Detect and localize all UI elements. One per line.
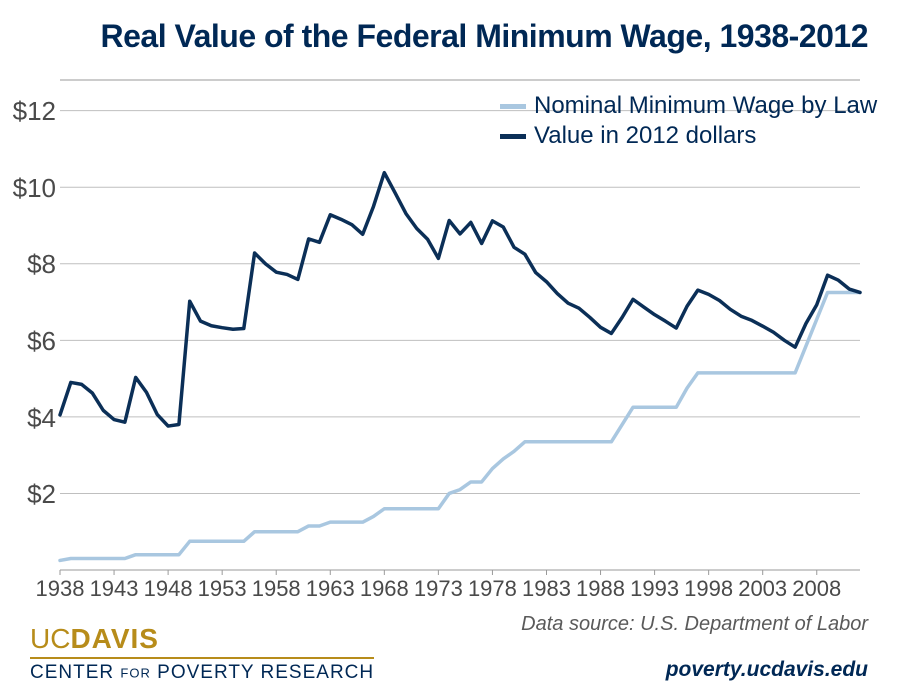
footer: UCDAVIS CENTER FOR POVERTY RESEARCH Data… [30,613,868,682]
logo-uc: UC [30,623,70,654]
chart-title: Real Value of the Federal Minimum Wage, … [0,18,868,55]
y-tick-label: $6 [6,326,56,357]
x-tick-label: 1968 [360,576,409,602]
x-tick-label: 1978 [468,576,517,602]
x-tick-label: 1938 [36,576,85,602]
chart-svg [60,80,860,570]
logo-davis: DAVIS [70,623,159,654]
y-tick-label: $12 [6,96,56,127]
x-tick-label: 1958 [252,576,301,602]
x-tick-label: 1953 [198,576,247,602]
x-axis-labels: 1938194319481953195819631968197319781983… [60,576,860,606]
x-tick-label: 2008 [792,576,841,602]
y-tick-label: $8 [6,249,56,280]
legend-item: Nominal Minimum Wage by Law [500,92,877,120]
logo-poverty-research: POVERTY RESEARCH [157,662,374,683]
legend-label: Value in 2012 dollars [534,122,756,150]
x-tick-label: 1998 [684,576,733,602]
y-tick-label: $4 [6,403,56,434]
x-tick-label: 1943 [90,576,139,602]
plot-area [60,80,860,570]
logo-for: FOR [120,665,150,680]
site-url: poverty.ucdavis.edu [521,658,868,682]
x-tick-label: 1963 [306,576,355,602]
x-tick-label: 1973 [414,576,463,602]
legend-label: Nominal Minimum Wage by Law [534,92,877,120]
y-tick-label: $10 [6,173,56,204]
data-source: Data source: U.S. Department of Labor [521,613,868,636]
footer-right: Data source: U.S. Department of Labor po… [521,613,868,682]
x-tick-label: 2003 [738,576,787,602]
logo-bottom-line: CENTER FOR POVERTY RESEARCH [30,657,374,682]
logo-center: CENTER [30,662,114,683]
legend-item: Value in 2012 dollars [500,122,877,150]
x-tick-label: 1993 [630,576,679,602]
chart-container: Real Value of the Federal Minimum Wage, … [0,0,900,698]
legend: Nominal Minimum Wage by LawValue in 2012… [500,92,877,152]
legend-swatch [500,134,526,139]
logo-top-line: UCDAVIS [30,625,374,653]
x-tick-label: 1948 [144,576,193,602]
x-tick-label: 1988 [576,576,625,602]
legend-swatch [500,104,526,109]
ucdavis-logo: UCDAVIS CENTER FOR POVERTY RESEARCH [30,625,374,682]
x-tick-label: 1983 [522,576,571,602]
y-tick-label: $2 [6,479,56,510]
